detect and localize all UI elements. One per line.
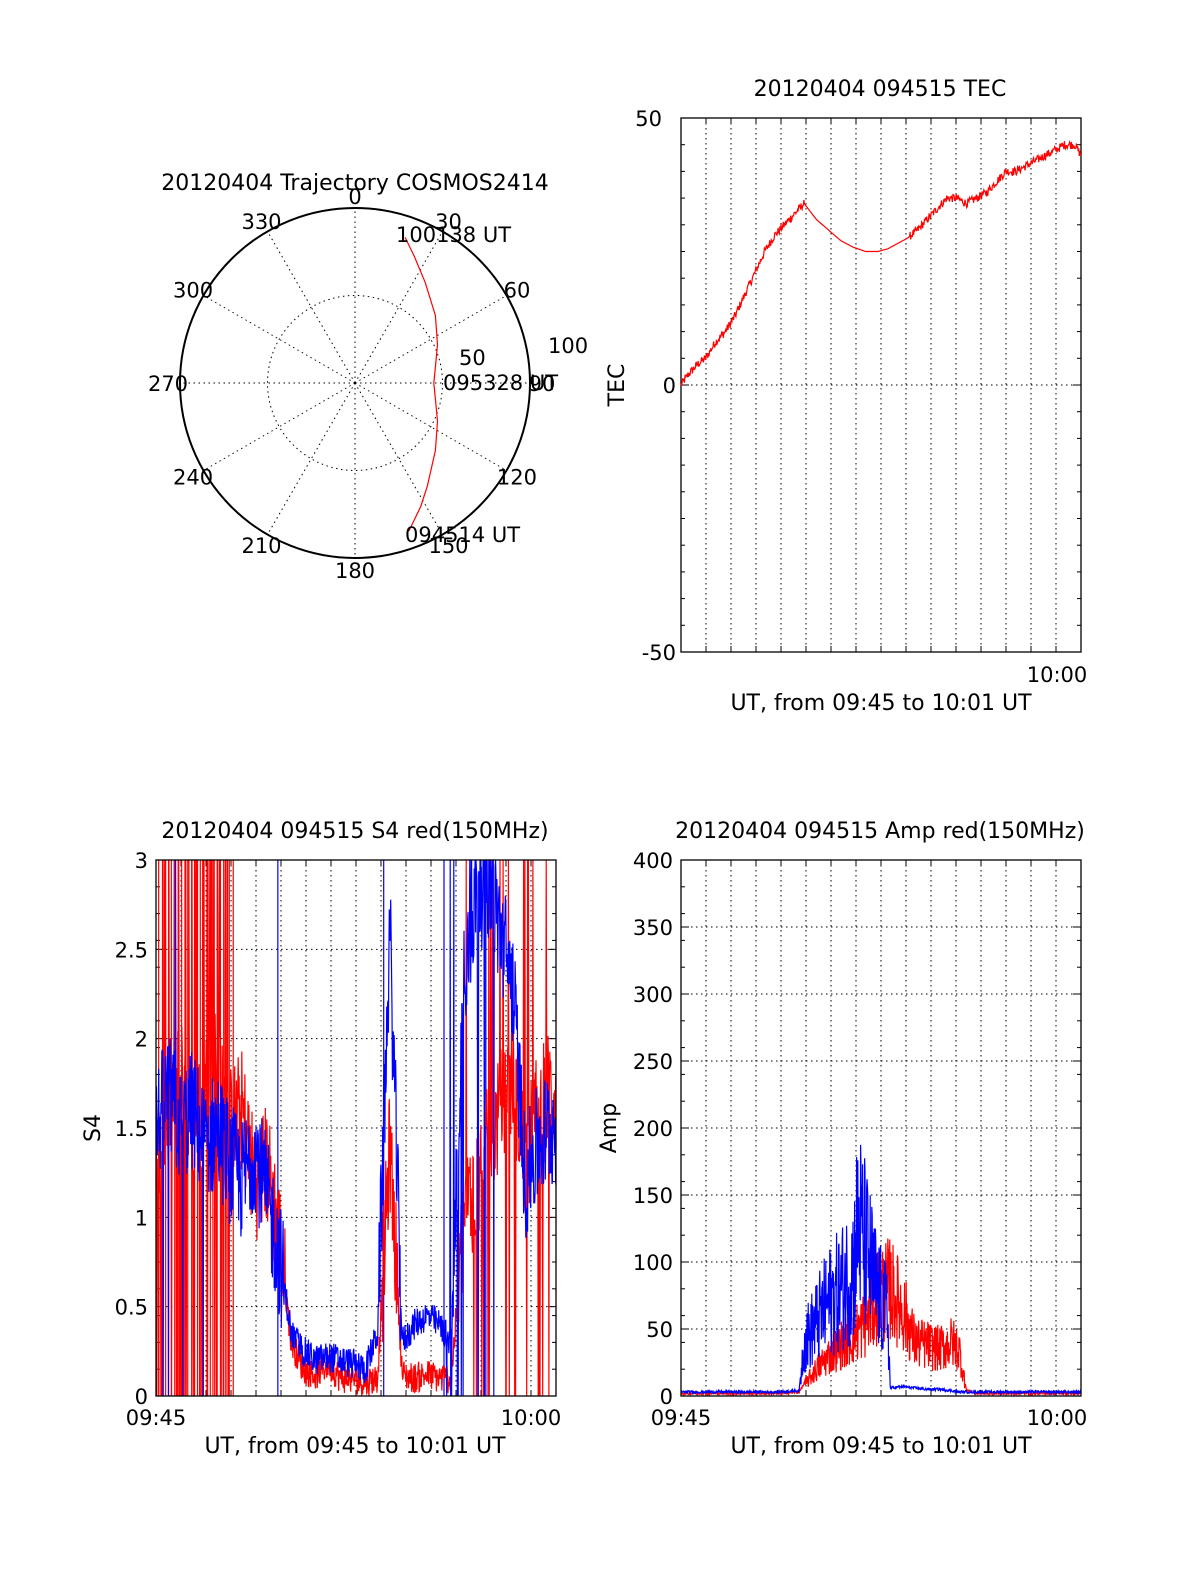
polar-spoke bbox=[354, 382, 443, 535]
s4-ylabel: S4 bbox=[81, 1114, 106, 1142]
amp-ytick-label: 400 bbox=[633, 849, 673, 873]
tec-chart: 20120404 094515 TEC 50 0 -50 10:00 UT, f… bbox=[605, 77, 1087, 716]
s4-frame bbox=[155, 859, 557, 1397]
s4-ytick-label: 0 bbox=[135, 1385, 148, 1409]
polar-spoke bbox=[354, 231, 443, 384]
s4-xtick-1000: 10:00 bbox=[501, 1406, 562, 1430]
amp-chart: 20120404 094515 Amp red(150MHz) 0 50 100 15… bbox=[597, 819, 1087, 1459]
polar-inner-circle bbox=[267, 295, 443, 471]
s4-ytick-label: 1.5 bbox=[115, 1117, 148, 1141]
s4-xtick-0945: 09:45 bbox=[126, 1406, 187, 1430]
polar-spoke bbox=[267, 231, 356, 384]
s4-yticks: 0 0.5 1 1.5 2 2.5 3 bbox=[115, 849, 148, 1409]
s4-ytick-label: 0.5 bbox=[115, 1296, 148, 1320]
tec-ytick-0: 0 bbox=[663, 374, 676, 398]
amp-ytick-label: 200 bbox=[633, 1117, 673, 1141]
polar-azimuth-label: 90 bbox=[529, 372, 556, 396]
polar-outer-circle bbox=[179, 207, 531, 559]
amp-ytick-label: 50 bbox=[646, 1318, 673, 1342]
trajectory-end-label: 100138 UT bbox=[396, 223, 511, 247]
polar-azimuth-label: 300 bbox=[173, 279, 213, 303]
amp-title: 20120404 094515 Amp red(150MHz) bbox=[675, 819, 1085, 844]
polar-spoke bbox=[267, 382, 356, 535]
polar-title: 20120404 Trajectory COSMOS2414 bbox=[161, 171, 548, 196]
s4-ytick-label: 2 bbox=[135, 1028, 148, 1052]
polar-grid bbox=[179, 207, 531, 559]
s4-ytick-label: 1 bbox=[135, 1206, 148, 1230]
polar-ring-label: 50 bbox=[459, 346, 486, 370]
tec-xlabel: UT, from 09:45 to 10:01 UT bbox=[730, 691, 1032, 716]
polar-trajectory-chart: 20120404 Trajectory COSMOS2414 0 30 60 90 12… bbox=[148, 171, 588, 583]
amp-xtick-1000: 10:00 bbox=[1027, 1406, 1088, 1430]
amp-yticks: 0 50 100 150 200 250 300 350 400 bbox=[633, 849, 673, 1409]
amp-ytick-label: 350 bbox=[633, 916, 673, 940]
s4-chart: 20120404 094515 S4 red(150MHz) 0 0.5 1 1.5 2… bbox=[81, 819, 561, 1459]
s4-title: 20120404 094515 S4 red(150MHz) bbox=[161, 819, 548, 844]
tec-ytick-neg50: -50 bbox=[642, 641, 676, 665]
amp-frame bbox=[680, 859, 1082, 1397]
s4-xlabel: UT, from 09:45 to 10:01 UT bbox=[204, 1434, 506, 1459]
polar-spoke bbox=[203, 295, 356, 384]
polar-spoke bbox=[203, 382, 356, 471]
polar-spoke bbox=[354, 382, 507, 471]
polar-labels: 0 30 60 90 120 150 180 210 240 270 300 330 50 100 bbox=[148, 185, 588, 583]
amp-xtick-0945: 09:45 bbox=[651, 1406, 712, 1430]
polar-azimuth-label: 60 bbox=[504, 279, 531, 303]
tec-ytick-50: 50 bbox=[635, 107, 662, 131]
s4-ytick-label: 3 bbox=[135, 849, 148, 873]
polar-azimuth-label: 180 bbox=[335, 559, 375, 583]
amp-ytick-label: 150 bbox=[633, 1184, 673, 1208]
amp-ytick-label: 100 bbox=[633, 1251, 673, 1275]
polar-ring-label: 100 bbox=[548, 334, 588, 358]
amp-ytick-label: 300 bbox=[633, 983, 673, 1007]
polar-azimuth-label: 330 bbox=[241, 210, 281, 234]
polar-azimuth-label: 0 bbox=[348, 185, 361, 209]
polar-azimuth-label: 30 bbox=[435, 210, 462, 234]
tec-title: 20120404 094515 TEC bbox=[754, 77, 1007, 102]
amp-ylabel: Amp bbox=[597, 1103, 622, 1153]
tec-xtick-1000: 10:00 bbox=[1027, 663, 1088, 687]
polar-azimuth-label: 210 bbox=[241, 534, 281, 558]
trajectory-mid-label: 095328 UT bbox=[443, 371, 558, 395]
polar-azimuth-label: 270 bbox=[148, 372, 188, 396]
tec-grid bbox=[681, 118, 1081, 652]
tec-ylabel: TEC bbox=[605, 364, 630, 408]
trajectory-line bbox=[404, 237, 439, 532]
s4-ytick-label: 2.5 bbox=[115, 938, 148, 962]
trajectory-start-label: 094514 UT bbox=[405, 523, 520, 547]
amp-ytick-label: 0 bbox=[660, 1385, 673, 1409]
polar-azimuth-label: 120 bbox=[497, 466, 537, 490]
amp-xlabel: UT, from 09:45 to 10:01 UT bbox=[730, 1434, 1032, 1459]
polar-azimuth-label: 150 bbox=[428, 534, 468, 558]
tec-series-line bbox=[680, 139, 1082, 386]
amp-ytick-label: 250 bbox=[633, 1050, 673, 1074]
polar-spoke bbox=[354, 295, 507, 384]
polar-azimuth-label: 240 bbox=[173, 466, 213, 490]
amp-blue-series-line bbox=[680, 1144, 1082, 1396]
